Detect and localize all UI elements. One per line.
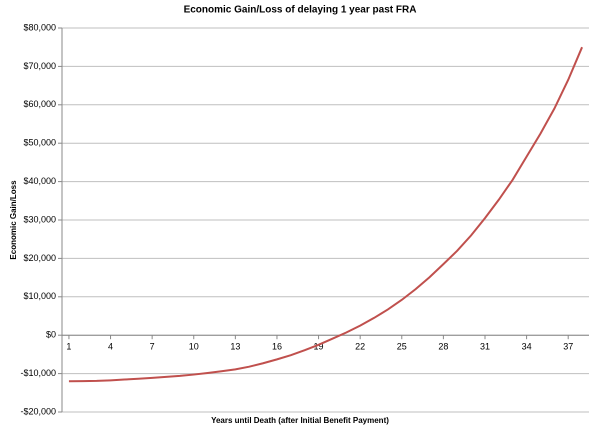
y-tick-label: $50,000 xyxy=(23,138,56,148)
x-tick-label: 22 xyxy=(355,342,365,352)
y-axis-title: Economic Gain/Loss xyxy=(9,180,18,260)
x-tick-label: 25 xyxy=(397,342,407,352)
x-tick-label: 1 xyxy=(66,342,71,352)
y-tick-label: -$20,000 xyxy=(20,406,56,416)
chart-title: Economic Gain/Loss of delaying 1 year pa… xyxy=(184,5,417,16)
x-tick-label: 7 xyxy=(150,342,155,352)
y-tick-label: $0 xyxy=(46,330,56,340)
data-line xyxy=(68,46,583,383)
x-tick-label: 10 xyxy=(189,342,199,352)
x-tick-label: 34 xyxy=(522,342,532,352)
x-tick-label: 28 xyxy=(438,342,448,352)
x-tick-label: 4 xyxy=(108,342,113,352)
y-tick-label: $60,000 xyxy=(23,99,56,109)
y-tick-label: $40,000 xyxy=(23,176,56,186)
y-tick-label: $70,000 xyxy=(23,61,56,71)
x-axis-title: Years until Death (after Initial Benefit… xyxy=(211,416,389,425)
y-tick-label: $80,000 xyxy=(23,22,56,32)
x-tick-label: 37 xyxy=(563,342,573,352)
y-tick-label: -$10,000 xyxy=(20,368,56,378)
y-tick-label: $10,000 xyxy=(23,291,56,301)
y-tick-label: $20,000 xyxy=(23,253,56,263)
x-tick-label: 16 xyxy=(272,342,282,352)
y-tick-label: $30,000 xyxy=(23,214,56,224)
x-tick-label: 19 xyxy=(314,342,324,352)
x-tick-label: 13 xyxy=(230,342,240,352)
x-tick-label: 31 xyxy=(480,342,490,352)
